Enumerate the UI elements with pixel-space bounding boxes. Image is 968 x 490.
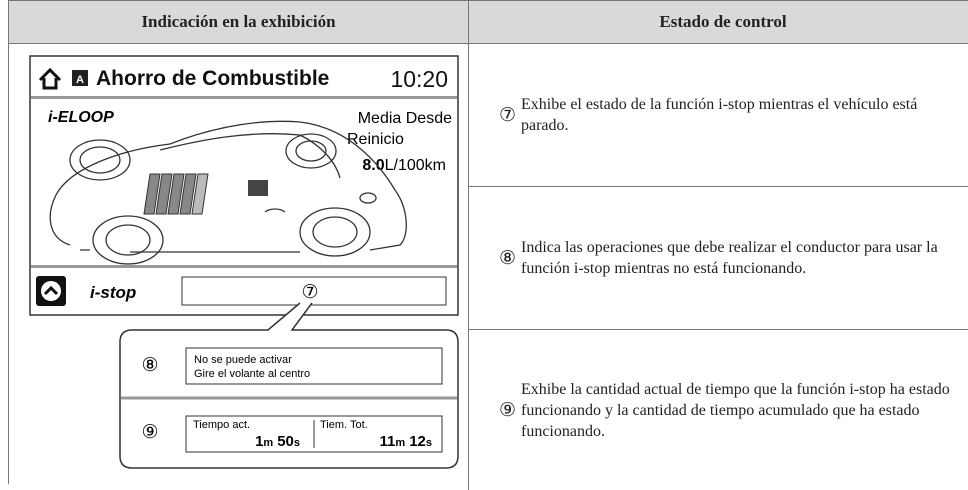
brand: i-ELOOP <box>48 109 114 126</box>
time-label: Tiem. Tot. <box>320 419 368 431</box>
message-line: No se puede activar <box>194 354 292 366</box>
up-button-circle <box>41 281 61 301</box>
time-label: Tiempo act. <box>193 419 250 431</box>
row-text: Indica las operaciones que debe realizar… <box>521 239 938 277</box>
seconds: 12 <box>409 433 426 450</box>
home-icon <box>38 67 62 90</box>
fuel-economy: 8.0L/100km <box>362 157 446 174</box>
unit: s <box>426 437 432 449</box>
status-box <box>181 276 447 306</box>
message-line: Gire el volante al centro <box>194 368 310 380</box>
message-box <box>185 347 443 385</box>
battery-cells <box>143 173 209 215</box>
status-marker: ⑦ <box>301 282 318 303</box>
table-border <box>8 44 9 484</box>
callout <box>119 302 459 469</box>
app-icon-letter: A <box>76 74 84 86</box>
unit: s <box>294 437 300 449</box>
table-row: ⑦ Exhibe el estado de la función i-stop … <box>468 44 968 187</box>
callout-marker: ⑨ <box>141 422 158 443</box>
row-text: Exhibe la cantidad actual de tiempo que … <box>521 380 950 440</box>
time-value: 11m 12s <box>380 433 432 450</box>
seconds: 50 <box>277 433 294 450</box>
minutes: 11 <box>380 433 396 450</box>
clock: 10:20 <box>390 66 448 92</box>
row-text: Exhibe el estado de la función i-stop mi… <box>521 96 918 134</box>
time-box <box>185 415 443 453</box>
economy-value: 8.0 <box>362 157 384 174</box>
istop-label: i-stop <box>90 283 136 302</box>
display-illustration: A Ahorro de Combustible 10:20 i-ELOOP Me… <box>29 55 459 469</box>
economy-unit: L/100km <box>385 157 446 174</box>
bottom-separator <box>31 265 457 268</box>
column-header: Indicación en la exhibición <box>8 0 469 44</box>
table-row: ⑨ Exhibe la cantidad actual de tiempo qu… <box>468 330 968 490</box>
engine-icon <box>248 180 268 196</box>
minutes: 1 <box>255 433 263 450</box>
screen <box>29 55 459 316</box>
callout-marker: ⑧ <box>141 355 158 376</box>
row-marker: ⑦ <box>499 104 517 126</box>
average-label: Media Desde <box>358 110 452 127</box>
up-arrow <box>43 285 59 296</box>
row-marker: ⑧ <box>499 247 517 269</box>
unit: m <box>263 437 273 449</box>
row-marker: ⑨ <box>499 399 517 421</box>
title-separator <box>31 96 457 99</box>
screen-title: Ahorro de Combustible <box>96 67 329 90</box>
column-header: Estado de control <box>468 0 968 44</box>
time-value: 1m 50s <box>255 433 300 450</box>
app-icon <box>72 70 88 86</box>
table-row: ⑧ Indica las operaciones que debe realiz… <box>468 187 968 330</box>
car-drawing <box>49 120 407 265</box>
average-label: Reinicio <box>347 131 404 148</box>
unit: m <box>395 437 405 449</box>
